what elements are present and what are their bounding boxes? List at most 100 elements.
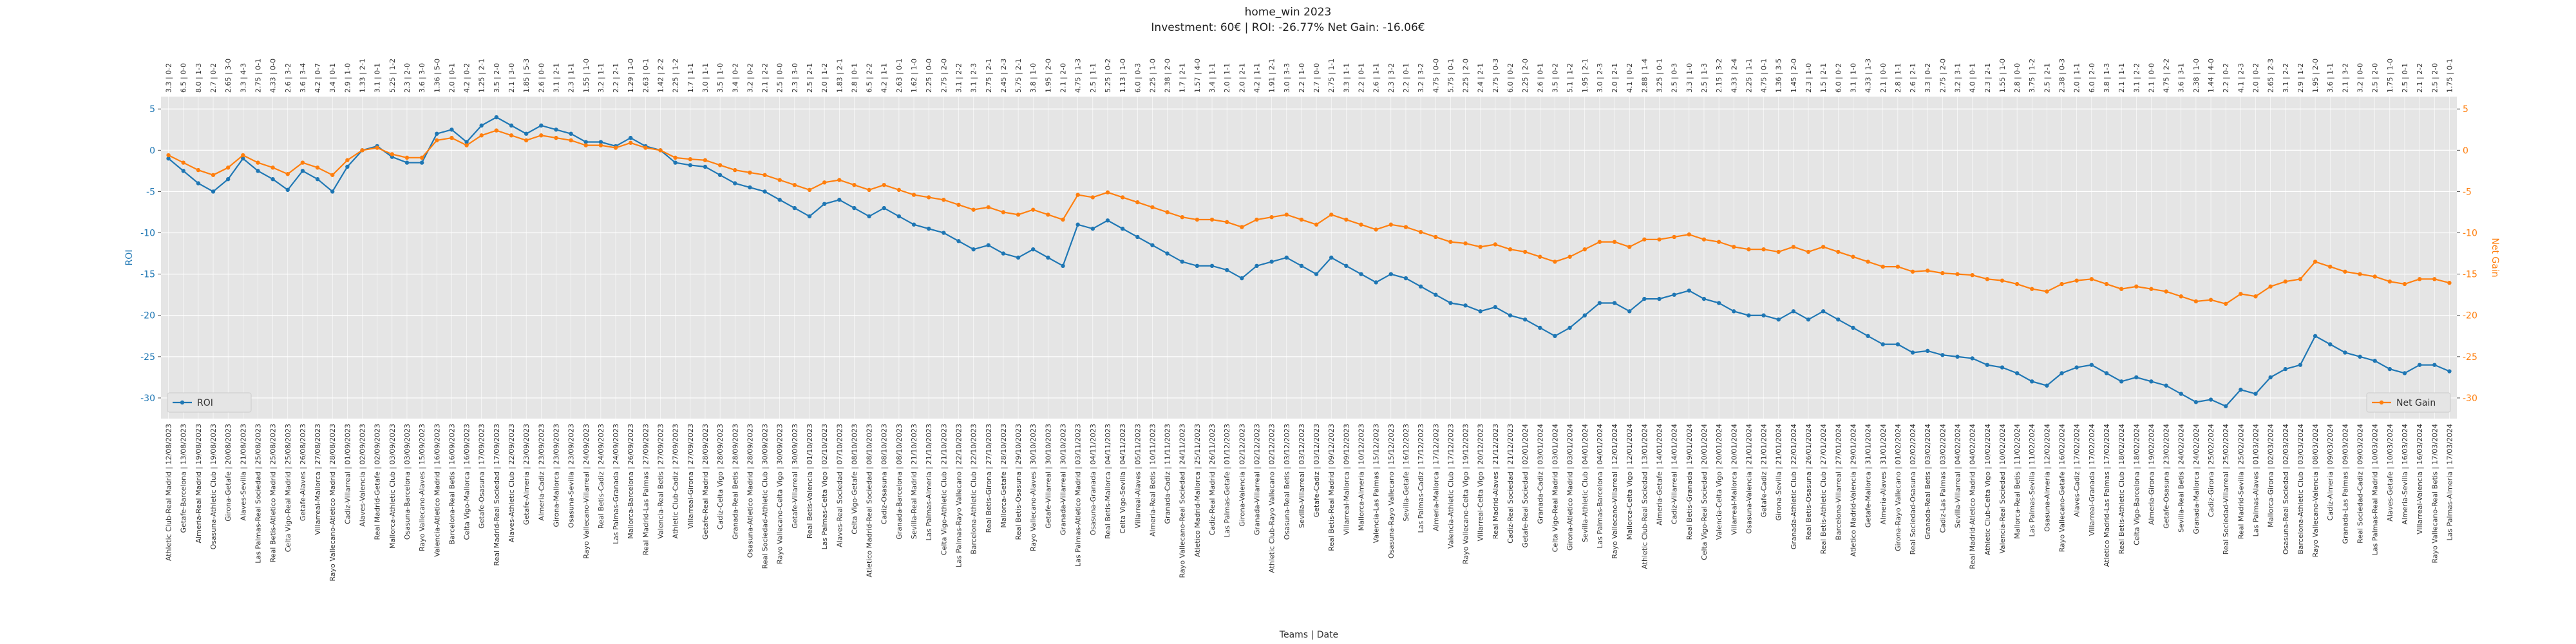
- top-label: 3.2 | 0-2: [746, 63, 754, 93]
- series-point: [211, 189, 216, 194]
- top-label: 2.1 | 2-0: [1059, 63, 1068, 93]
- series-point: [807, 214, 812, 219]
- top-label: 2.9 | 1-0: [343, 63, 352, 93]
- series-point: [1612, 240, 1617, 244]
- top-label: 3.2 | 3-2: [1417, 63, 1425, 93]
- top-label: 3.75 | 1-2: [2028, 59, 2036, 93]
- series-point: [1955, 354, 1960, 359]
- top-label: 2.38 | 2-0: [1164, 59, 1172, 93]
- x-tick-label: Alaves-Getafe | 10/03/2024: [2386, 424, 2394, 522]
- series-point: [1880, 342, 1885, 346]
- x-tick-label: Valencia-Celta Vigo | 20/01/2024: [1715, 424, 1723, 540]
- series-point: [583, 143, 588, 147]
- series-point: [1448, 301, 1453, 305]
- x-tick-label: Celta Vigo-Real Madrid | 25/08/2023: [284, 424, 292, 552]
- top-label: 2.2 | 0-1: [1358, 63, 1366, 93]
- series-point: [285, 187, 290, 193]
- series-point: [2253, 294, 2258, 299]
- series-point: [524, 138, 529, 143]
- x-tick-label: Athletic Club-Real Madrid | 12/08/2023: [165, 424, 173, 561]
- x-tick-label: Alaves-Cadiz | 17/02/2024: [2073, 424, 2081, 517]
- top-label: 2.5 | 2-0: [2430, 63, 2439, 93]
- series-point: [494, 128, 499, 133]
- series-point: [1553, 260, 1557, 264]
- series-point: [1985, 363, 1989, 367]
- x-tick-label: Alaves-Athletic Club | 22/09/2023: [507, 424, 516, 542]
- series-point: [1329, 255, 1334, 260]
- series-point: [479, 123, 484, 128]
- top-label: 2.7 | 0-2: [209, 63, 218, 93]
- series-point: [256, 169, 260, 173]
- series-point: [2089, 277, 2094, 281]
- series-point: [2193, 299, 2199, 304]
- top-label: 4.75 | 0-1: [1760, 59, 1768, 93]
- legend-marker: [180, 400, 185, 405]
- series-point: [598, 143, 603, 147]
- top-label: 1.75 | 0-1: [2445, 59, 2454, 93]
- x-tick-label: Rayo Vallecano-Villarreal | 12/01/2024: [1611, 424, 1619, 559]
- series-point: [748, 185, 752, 190]
- series-point: [1970, 356, 1975, 361]
- series-point: [1061, 263, 1065, 269]
- x-tick-label: Villarreal-Mallorca | 20/01/2024: [1730, 424, 1738, 535]
- series-point: [225, 166, 231, 170]
- x-tick-label: Rayo Vallecano-Atletico Madrid | 28/08/2…: [328, 424, 337, 582]
- x-tick-label: Getafe-Real Madrid | 28/09/2023: [701, 424, 710, 540]
- series-point: [1075, 193, 1080, 197]
- series-point: [1090, 195, 1095, 200]
- series-point: [1269, 260, 1274, 264]
- x-tick-label: Celta Vigo-Mallorca | 16/09/2023: [463, 424, 471, 540]
- top-label: 1.91 | 2-1: [1268, 59, 1276, 93]
- legend-box: [2366, 392, 2451, 413]
- series-point: [2134, 284, 2139, 289]
- series-point: [822, 180, 827, 185]
- top-label: 1.45 | 2-0: [1790, 59, 1798, 93]
- series-point: [703, 164, 708, 169]
- series-point: [1925, 269, 1930, 273]
- top-label: 2.6 | 3-2: [284, 63, 292, 93]
- series-point: [852, 182, 857, 187]
- top-label: 5.25 | 0-2: [1104, 59, 1112, 93]
- top-label: 3.5 | 2-0: [493, 63, 501, 93]
- x-tick-label: Almeria-Mallorca | 17/12/2023: [1432, 424, 1440, 531]
- x-tick-label: Las Palmas-Getafe | 01/12/2023: [1223, 424, 1231, 538]
- top-label: 4.2 | 1-1: [880, 63, 889, 93]
- top-label: 2.75 | 2-1: [985, 59, 993, 93]
- x-tick-label: Almeria-Real Betis | 10/11/2023: [1148, 424, 1157, 536]
- series-point: [2343, 350, 2347, 355]
- series-point: [1567, 254, 1572, 259]
- top-label: 2.63 | 0-1: [641, 59, 650, 93]
- x-tick-label: Atletico Madrid-Las Palmas | 17/02/2024: [2103, 424, 2111, 567]
- series-point: [1910, 269, 1915, 274]
- top-label: 2.2 | 1-0: [1298, 63, 1306, 93]
- series-point: [2149, 379, 2154, 384]
- top-label: 2.25 | 2-0: [1462, 59, 1470, 93]
- top-label: 2.9 | 1-2: [2297, 63, 2305, 93]
- x-tick-label: Las Palmas-Rayo Vallecano | 22/10/2023: [954, 424, 963, 567]
- series-point: [1224, 220, 1229, 225]
- x-tick-label: Getafe-Alaves | 26/08/2023: [299, 424, 307, 521]
- x-tick-label: Granada-Real Betis | 28/09/2023: [731, 424, 739, 540]
- x-tick-label: Villarreal-Mallorca | 09/12/2023: [1342, 424, 1350, 535]
- series-point: [598, 140, 603, 144]
- series-point: [2239, 387, 2243, 392]
- series-point: [2402, 281, 2407, 287]
- series-point: [2193, 400, 2199, 404]
- legend-label: Net Gain: [2396, 398, 2436, 408]
- series-point: [1061, 217, 1065, 222]
- series-point: [1016, 213, 1021, 217]
- series-point: [1732, 245, 1736, 249]
- x-tick-label: Barcelona-Athletic Club | 03/03/2024: [2297, 424, 2305, 554]
- series-point: [2387, 279, 2392, 284]
- x-tick-label: Almeria-Alaves | 31/01/2024: [1879, 424, 1888, 525]
- series-point: [1866, 334, 1870, 338]
- x-tick-label: Mallorca-Celta Vigo | 12/01/2024: [1625, 424, 1634, 540]
- top-label: 1.85 | 5-3: [522, 59, 531, 93]
- x-tick-label: Almeria-Girona | 19/02/2024: [2147, 424, 2155, 525]
- x-tick-label: Rayo Vallecano-Alaves | 15/09/2023: [418, 424, 426, 551]
- x-tick-label: Real Betis-Atletico Madrid | 25/08/2023: [269, 424, 278, 562]
- top-label: 3.3 | 1-0: [1685, 63, 1694, 93]
- series-point: [1344, 217, 1349, 222]
- x-tick-label: Las Palmas-Granada | 24/09/2023: [612, 424, 620, 544]
- series-point: [792, 182, 797, 187]
